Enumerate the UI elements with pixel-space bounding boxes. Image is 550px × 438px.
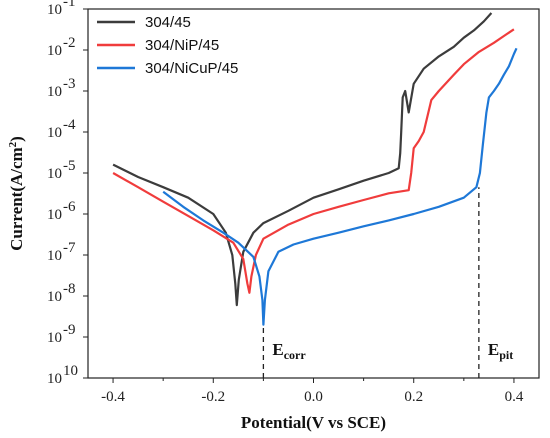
x-tick-label: -0.2 [201,389,225,405]
y-tick-base: 10 [47,125,62,141]
y-axis-title-sup: 2 [7,141,19,147]
y-axis-title: Current(A/cm2) [7,136,26,251]
axis-ticks: -0.4 -0.2 0.0 0.2 0.410-110-210-310-410 -510-… [47,0,524,405]
series-curves [112,12,518,326]
annotation-subscript: pit [499,348,513,362]
legend-label: 304/NiP/45 [145,37,219,54]
y-tick-base: 10 [47,207,62,223]
y-tick-label: 10 [47,166,62,182]
y-axis-title-close: ) [7,136,26,142]
y-tick-base: 10 [47,248,62,264]
series-line [112,28,515,294]
legend-label: 304/45 [145,14,191,31]
y-tick-exponent: 10 [63,363,78,379]
legend-label: 304/NiCuP/45 [145,60,238,77]
y-tick-exponent: -9 [63,322,76,338]
y-tick-base: 10 [47,289,62,305]
y-tick-exponent: -7 [63,240,76,256]
x-tick-label: -0.4 [101,389,125,405]
series-line [112,12,493,307]
y-tick-label: 10 [47,248,62,264]
annotations: Ecorr Epit [262,187,513,378]
annotation-subscript: corr [284,348,307,362]
series-line [162,47,518,326]
y-tick-label: 10 [47,289,62,305]
y-tick-exponent: -2 [63,35,76,51]
y-tick-base: 10 [47,330,62,346]
y-tick-label: 10 [47,43,62,59]
y-tick-label: 10 [47,207,62,223]
y-tick-exponent: -5 [63,158,76,174]
y-tick-exponent: -6 [63,199,76,215]
y-tick-label: 10 [47,330,62,346]
y-tick-base: 10 [47,43,62,59]
y-tick-label: 10 [47,2,62,18]
y-tick-label: 10 [47,84,62,100]
y-tick-exponent: -8 [63,281,76,297]
y-tick-base: 10 [47,2,62,18]
y-axis-title-main: Current(A/cm [7,147,26,251]
y-tick-label: 10 [47,371,62,387]
annotation-base: E [488,340,499,359]
legend: 304/45 304/NiP/45 304/NiCuP/45 [97,14,238,77]
y-tick-label: 10 [47,125,62,141]
annotation-base: E [272,340,283,359]
y-tick-exponent: -1 [63,0,76,10]
x-tick-label: 0.2 [404,389,423,405]
y-tick-exponent: -3 [63,76,76,92]
x-tick-label: 0.0 [304,389,323,405]
annotation-label: Ecorr [272,340,306,362]
y-tick-base: 10 [47,84,62,100]
annotation-label: Epit [488,340,513,362]
y-tick-exponent: -4 [63,117,76,133]
x-tick-label: 0.4 [505,389,524,405]
y-tick-base: 10 [47,371,62,387]
x-axis-title: Potential(V vs SCE) [241,413,386,432]
y-tick-base: 10 [47,166,62,182]
